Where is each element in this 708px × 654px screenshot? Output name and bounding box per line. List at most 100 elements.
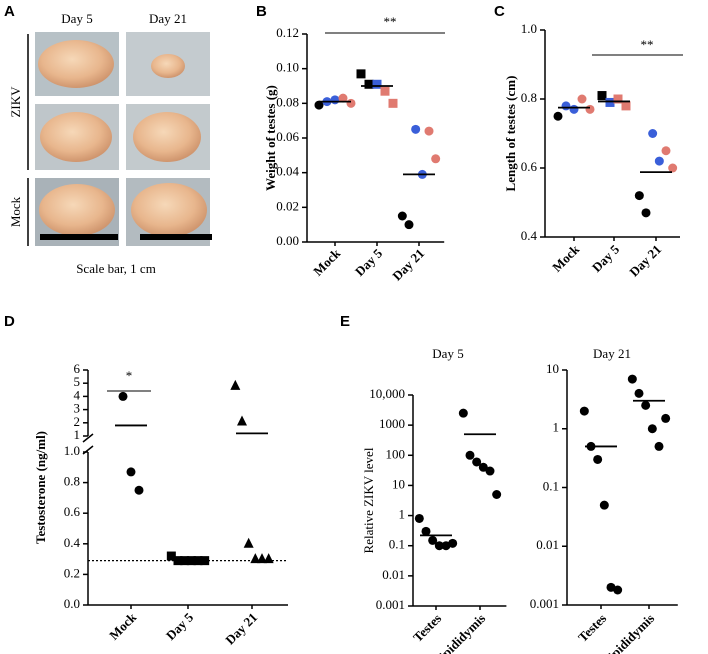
data-point bbox=[421, 526, 431, 536]
x-tick-label: Epididymis bbox=[433, 611, 489, 654]
y-tick-label: 0.1 bbox=[543, 478, 559, 493]
data-point bbox=[263, 553, 274, 564]
data-point bbox=[166, 551, 176, 561]
data-point bbox=[434, 541, 444, 551]
y-tick-label: 10 bbox=[392, 476, 405, 491]
y-tick-label: 0.6 bbox=[521, 159, 538, 174]
data-point bbox=[186, 556, 196, 566]
data-point bbox=[414, 513, 424, 523]
y-axis-label: Weight of testes (g) bbox=[263, 85, 278, 191]
y-tick-label: 0.001 bbox=[376, 597, 405, 612]
y-tick-label: 0.4 bbox=[521, 228, 538, 243]
data-point bbox=[661, 413, 671, 423]
panel-letter: C bbox=[494, 3, 505, 20]
data-point bbox=[613, 585, 623, 595]
x-tick-label: Testes bbox=[575, 611, 609, 645]
y-tick-label: 6 bbox=[74, 361, 81, 376]
data-point bbox=[364, 79, 374, 89]
y-tick-label: 1000 bbox=[379, 416, 405, 431]
y-tick-label: 0.08 bbox=[276, 94, 299, 109]
testis bbox=[40, 112, 112, 162]
data-point bbox=[492, 490, 502, 500]
y-tick-label: 5 bbox=[74, 374, 81, 389]
data-point bbox=[641, 400, 651, 410]
data-point bbox=[257, 553, 267, 564]
data-point bbox=[561, 101, 571, 111]
x-tick-label: Mock bbox=[106, 609, 140, 643]
y-tick-label: 1.0 bbox=[64, 443, 80, 458]
y-tick-label: 0.01 bbox=[382, 567, 405, 582]
y-tick-label: 1.0 bbox=[521, 21, 537, 36]
data-point bbox=[577, 94, 587, 104]
y-tick-label: 0.1 bbox=[389, 537, 405, 552]
y-tick-label: 0.2 bbox=[64, 565, 80, 580]
data-point bbox=[634, 191, 644, 201]
data-point bbox=[478, 462, 488, 472]
x-tick-label: Epididymis bbox=[602, 611, 658, 654]
data-point bbox=[661, 146, 671, 156]
data-point bbox=[431, 154, 441, 164]
data-point bbox=[243, 537, 254, 548]
y-tick-label: 0.04 bbox=[276, 164, 299, 179]
data-point bbox=[599, 500, 609, 510]
data-point bbox=[569, 104, 579, 114]
data-point bbox=[126, 467, 136, 477]
data-point bbox=[250, 553, 261, 564]
data-point bbox=[372, 79, 382, 89]
x-tick-label: Mock bbox=[549, 241, 583, 275]
data-point bbox=[134, 485, 144, 495]
data-point bbox=[485, 466, 495, 476]
data-point bbox=[648, 129, 658, 138]
data-point bbox=[654, 441, 664, 451]
data-point bbox=[180, 556, 190, 566]
panel-a: A Day 5 Day 21 ZIKV Mock Scale bar, 1 cm bbox=[4, 3, 212, 276]
data-point bbox=[593, 454, 603, 464]
scale-bar bbox=[40, 234, 118, 240]
y-tick-label: 1 bbox=[399, 507, 406, 522]
data-point bbox=[330, 95, 340, 105]
testis bbox=[151, 54, 185, 78]
data-point bbox=[411, 124, 421, 134]
data-point bbox=[654, 156, 664, 166]
y-tick-label: 0.01 bbox=[536, 537, 559, 552]
data-point bbox=[585, 104, 595, 114]
data-point bbox=[424, 126, 434, 136]
y-tick-label: 1 bbox=[553, 420, 560, 435]
x-tick-label: Day 5 bbox=[352, 245, 386, 279]
data-point bbox=[397, 211, 407, 221]
annotation: ** bbox=[384, 14, 397, 29]
data-point bbox=[200, 556, 210, 566]
y-tick-label: 10,000 bbox=[369, 386, 405, 401]
data-point bbox=[605, 97, 615, 107]
y-tick-label: 2 bbox=[74, 414, 81, 429]
data-point bbox=[380, 86, 390, 96]
panel-letter: D bbox=[4, 313, 15, 330]
data-point bbox=[448, 538, 458, 548]
panel-letter: A bbox=[4, 3, 15, 20]
y-tick-label: 1 bbox=[74, 427, 81, 442]
y-tick-label: 0.4 bbox=[64, 535, 81, 550]
data-point bbox=[613, 94, 623, 104]
data-point bbox=[668, 163, 678, 173]
chart-title: Day 21 bbox=[593, 346, 631, 361]
data-point bbox=[579, 406, 589, 416]
x-tick-label: Day 5 bbox=[163, 609, 197, 643]
y-tick-label: 100 bbox=[386, 446, 406, 461]
y-tick-label: 3 bbox=[74, 401, 81, 416]
annotation: * bbox=[126, 368, 133, 383]
y-tick-label: 10 bbox=[546, 361, 559, 376]
data-point bbox=[230, 379, 241, 390]
row-label: ZIKV bbox=[8, 86, 23, 118]
testis bbox=[38, 40, 114, 88]
data-point bbox=[641, 208, 651, 218]
data-point bbox=[314, 100, 324, 110]
testis bbox=[39, 184, 115, 236]
data-point bbox=[621, 101, 631, 111]
data-point bbox=[647, 424, 657, 434]
y-tick-label: 0.8 bbox=[64, 474, 80, 489]
data-point bbox=[338, 93, 348, 103]
data-point bbox=[634, 388, 644, 398]
testis bbox=[131, 183, 207, 237]
y-axis-label: Relative ZIKV level bbox=[361, 447, 376, 553]
